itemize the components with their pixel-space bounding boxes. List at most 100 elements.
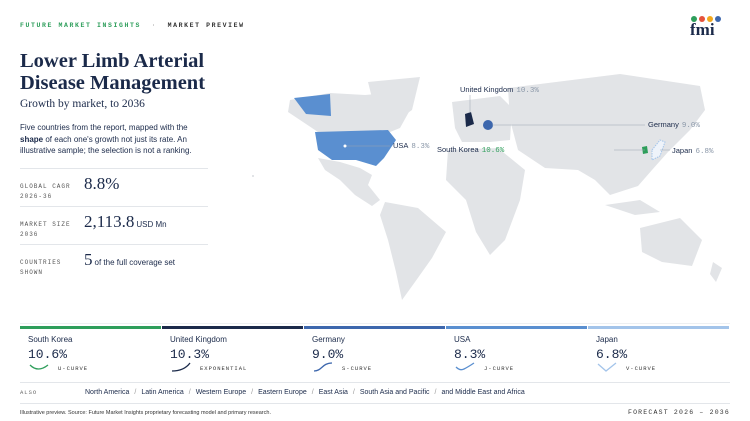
card-country: South Korea [28,335,73,344]
map-country: Japan [672,146,693,155]
map-label: Japan 6.8% [672,146,713,156]
stat-value: 2,113.8 USD Mn [84,212,167,232]
sparkline [171,362,191,372]
leaders [345,95,670,151]
desc-text: Five countries from the report, mapped w… [20,123,188,132]
map-label: South Korea 10.6% [437,145,504,155]
region: South Asia and Pacific [359,389,430,396]
divider [20,323,730,324]
divider [20,382,730,383]
usa-dot [343,144,347,148]
description: Five countries from the report, mapped w… [20,122,205,157]
map-value: 8.3% [411,143,430,151]
separator: / [134,389,137,396]
card-cagr: 8.3% [454,347,486,362]
world-map [252,74,722,300]
curve [455,362,475,371]
logo-dots [691,16,721,22]
map-country: South Korea [437,145,479,154]
curve [171,362,191,372]
stat-label: MARKET SIZE 2036 [20,221,71,238]
map-country: Germany [648,120,679,129]
subtitle: Growth by market, to 2036 [20,98,145,110]
sparkline [313,362,333,372]
separator: / [352,389,355,396]
region: Western Europe [195,389,247,396]
logo: fmi [686,14,726,42]
curve [597,362,617,372]
curve [29,364,49,370]
land [252,74,722,300]
market-card: South Korea 10.6% U-CURVE [20,326,161,383]
card-curve: U-CURVE [58,365,89,372]
market-card: USA 8.3% J-CURVE [446,326,587,383]
region: and Middle East and Africa [441,389,525,396]
card-country: Germany [312,335,345,344]
divider [20,206,208,207]
card-curve: S-CURVE [342,365,373,372]
stat-label: GLOBAL CAGR 2026-36 [20,183,71,200]
uk [465,112,474,127]
also-label: ALSO [20,389,38,396]
card-curve: J-CURVE [484,365,515,372]
card-cagr: 10.3% [170,347,210,362]
title: Lower Limb Arterial Disease Management [20,50,206,94]
map-country: USA [393,141,409,150]
card-curve: EXPONENTIAL [200,365,248,372]
map-label: USA 8.3% [393,141,429,151]
region: East Asia [318,389,348,396]
separator: / [188,389,191,396]
card-cagr: 6.8% [596,347,628,362]
logo-text: fmi [690,20,715,39]
stat-number: 2,113.8 [84,212,135,231]
market-card: United Kingdom 10.3% EXPONENTIAL [162,326,303,383]
stat-number: 8.8% [84,174,120,193]
card-country: United Kingdom [170,335,227,344]
region: North America [85,389,130,396]
card-country: Japan [596,335,618,344]
divider [20,403,730,404]
map-country: United Kingdom [460,85,514,94]
curve [313,362,333,372]
stat-value: 5 of the full coverage set [84,250,175,270]
map-value: 6.8% [695,148,714,156]
market-card: Germany 9.0% S-CURVE [304,326,445,383]
forecast: FORECAST 2026 – 2036 [627,409,730,416]
map-label: United Kingdom 10.3% [460,85,539,95]
separator: / [311,389,314,396]
divider [20,168,208,169]
card-country: USA [454,335,471,344]
map-value: 10.6% [481,147,505,155]
map-value: 9.0% [681,122,700,130]
stat-unit: of the full coverage set [94,258,176,267]
separator: / [434,389,437,396]
sparkline [597,362,617,372]
also-row: ALSO North America / Latin America / Western… [20,389,525,396]
desc-text: of each one's growth not just its rate. … [20,134,192,156]
germany [483,120,493,130]
card-cagr: 10.6% [28,347,68,362]
card-curve: V-CURVE [626,365,657,372]
region: Latin America [141,389,184,396]
divider [20,244,208,245]
top-bar: FUTURE MARKET INSIGHTS · MARKET PREVIEW [20,22,245,29]
stat-unit: USD Mn [136,220,167,229]
stat-value: 8.8% [84,174,119,194]
stat-number: 5 [84,250,93,269]
usa-alaska [294,94,331,116]
card-cagr: 9.0% [312,347,344,362]
usa [315,130,396,166]
desc-bold: shape [20,134,44,144]
sparkline [29,364,49,370]
map-value: 10.3% [516,87,539,95]
highlights [294,94,666,166]
separator: / [251,389,254,396]
sparkline [455,362,475,371]
japan [651,139,666,161]
region: Eastern Europe [258,389,307,396]
source: Illustrative preview. Source: Future Mar… [20,410,271,416]
separator: · [151,22,158,29]
section: MARKET PREVIEW [167,22,245,29]
brand: FUTURE MARKET INSIGHTS [20,22,142,29]
